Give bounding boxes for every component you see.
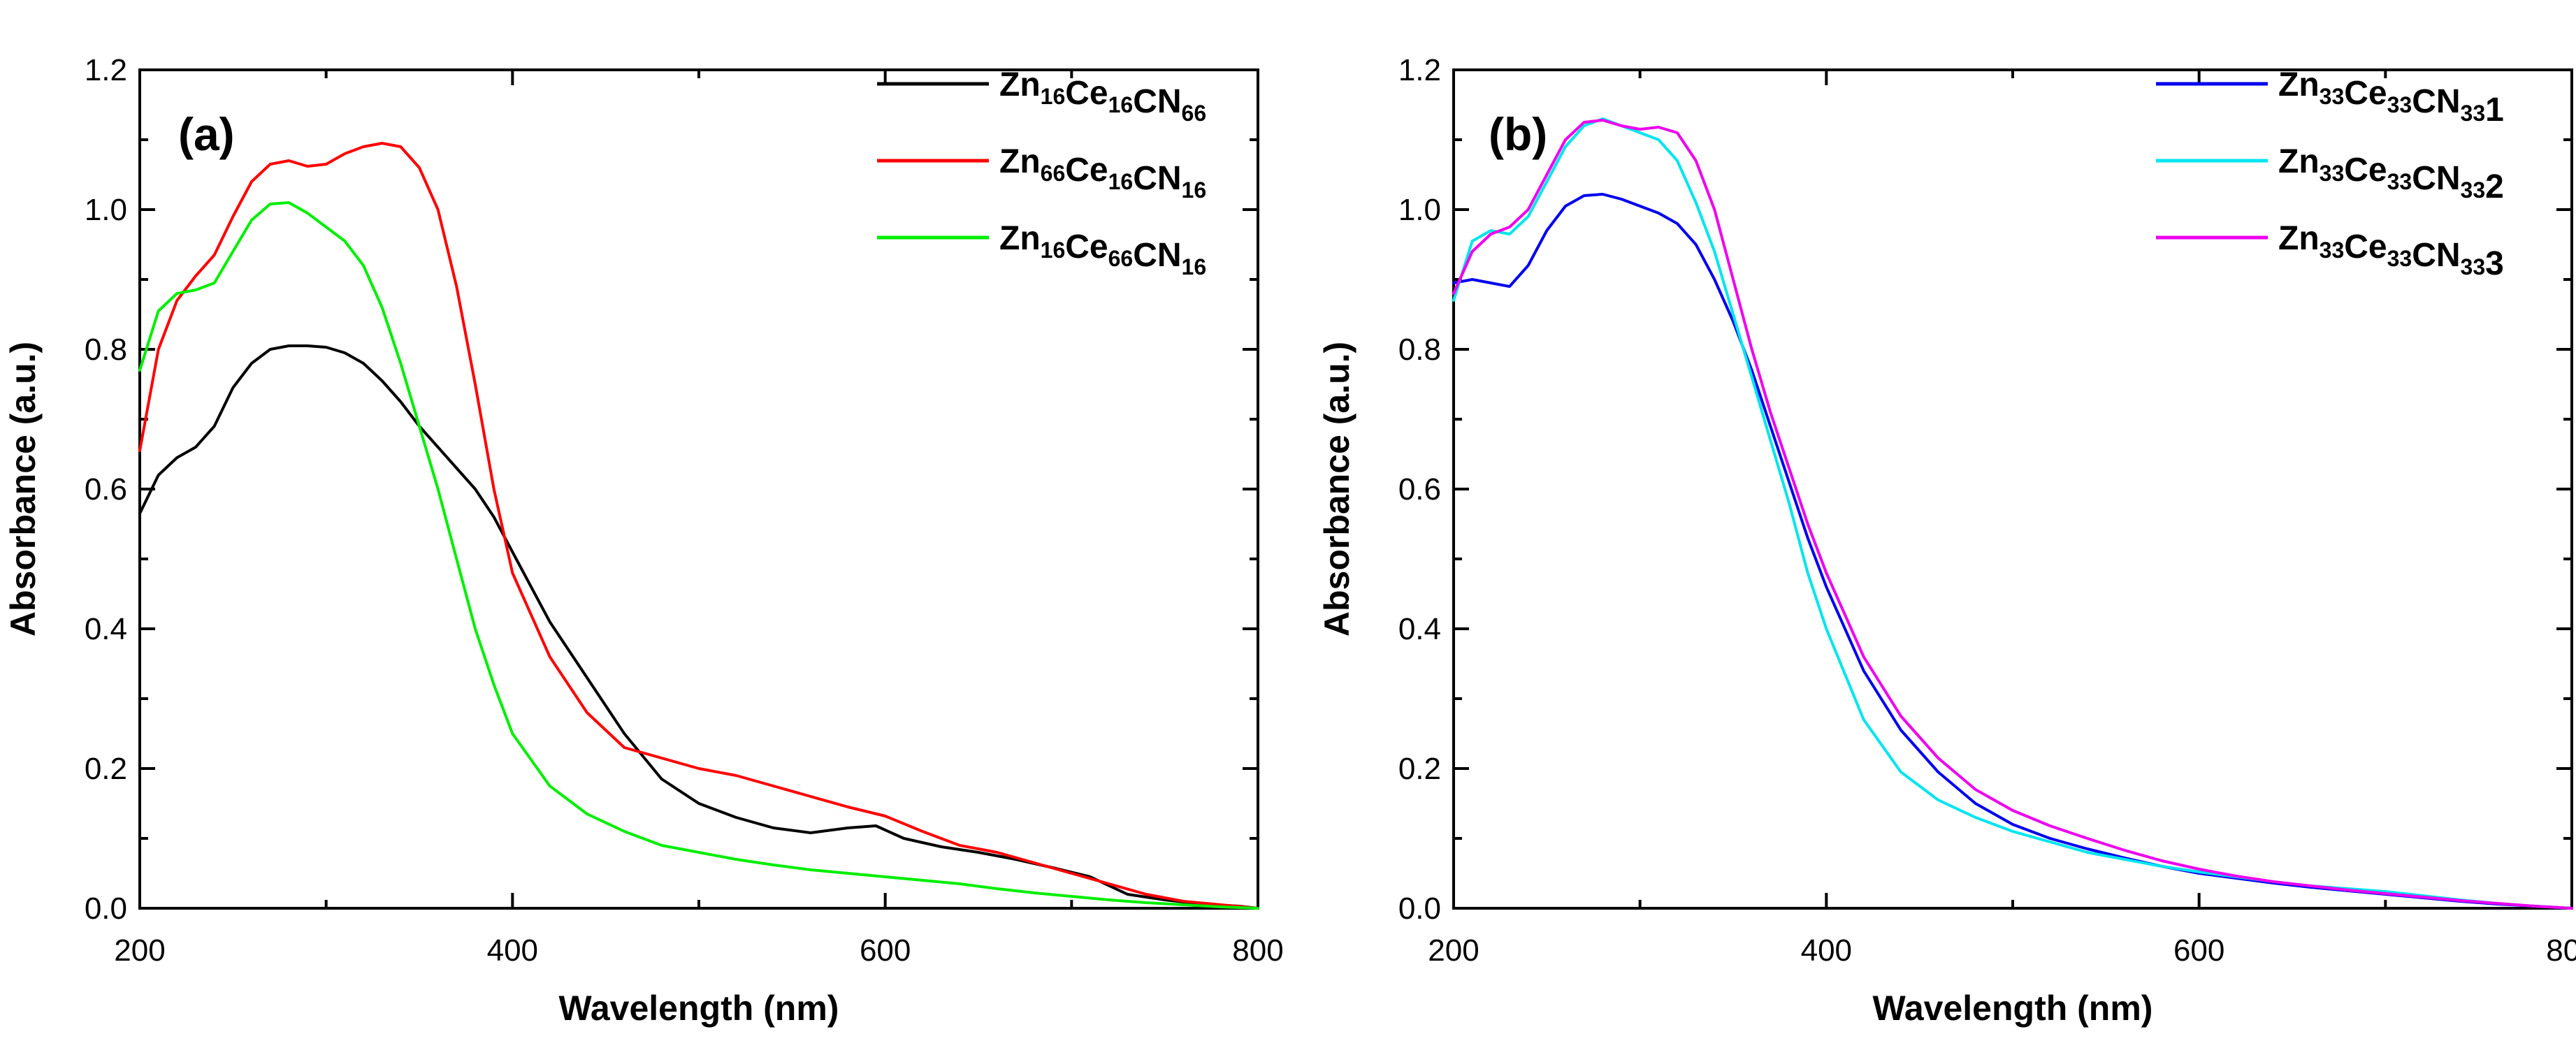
legend-label: Zn33Ce33CN331 (2278, 66, 2504, 129)
x-tick-label: 600 (860, 933, 911, 968)
y-axis-label: Absorbance (a.u.) (3, 342, 43, 636)
y-axis-label: Absorbance (a.u.) (1317, 342, 1356, 636)
x-tick-label: 200 (114, 933, 165, 968)
y-tick-label: 0.6 (85, 472, 127, 507)
series-line-1 (1452, 193, 2573, 910)
series-line-1 (138, 344, 1259, 910)
series-line-3 (138, 201, 1259, 910)
legend-label: Zn33Ce33CN333 (2278, 220, 2504, 282)
y-tick-label: 0.4 (1398, 612, 1441, 646)
legend-label: Zn16Ce16CN66 (999, 66, 1206, 126)
y-tick-label: 0.2 (1398, 752, 1441, 786)
panel-b: 200 400 600 800 0.0 0.2 0.4 0.6 0.8 1.0 1.2 Wavelen… (1317, 53, 2576, 1028)
y-tick-label: 1.0 (1398, 193, 1441, 227)
x-tick-label: 400 (487, 933, 538, 968)
legend-label: Zn66Ce16CN16 (999, 143, 1206, 203)
panel-label: (a) (178, 108, 235, 160)
series-line-2 (138, 142, 1259, 910)
y-tick-label: 0.4 (85, 612, 127, 646)
plot-frame (1452, 68, 2573, 910)
x-axis-label: Wavelength (nm) (1873, 989, 2153, 1028)
y-tick-label: 1.2 (85, 53, 127, 87)
series-line-2 (1452, 117, 2573, 910)
x-axis-label: Wavelength (nm) (559, 989, 839, 1028)
x-tick-label: 200 (1428, 933, 1479, 968)
y-tick-label: 0.0 (1398, 891, 1441, 926)
plot-frame (138, 68, 1259, 910)
x-tick-label: 600 (2173, 933, 2224, 968)
legend-label: Zn16Ce66CN16 (999, 220, 1206, 279)
x-tick-label: 800 (1232, 933, 1283, 968)
series-line-3 (1452, 119, 2573, 910)
y-tick-label: 0.0 (85, 891, 127, 926)
y-tick-label: 1.0 (85, 193, 127, 227)
legend-label: Zn33Ce33CN332 (2278, 143, 2504, 205)
x-tick-label: 800 (2546, 933, 2576, 968)
y-tick-label: 0.6 (1398, 472, 1441, 507)
y-tick-label: 0.8 (85, 333, 127, 367)
panel-a: 200 400 600 800 0.0 0.2 0.4 0.6 0.8 1.0 1.2 Wavelen… (3, 53, 1284, 1028)
panel-label: (b) (1489, 108, 1547, 160)
x-tick-label: 400 (1801, 933, 1852, 968)
y-tick-label: 0.2 (85, 752, 127, 786)
y-tick-label: 0.8 (1398, 333, 1441, 367)
y-tick-label: 1.2 (1398, 53, 1441, 87)
